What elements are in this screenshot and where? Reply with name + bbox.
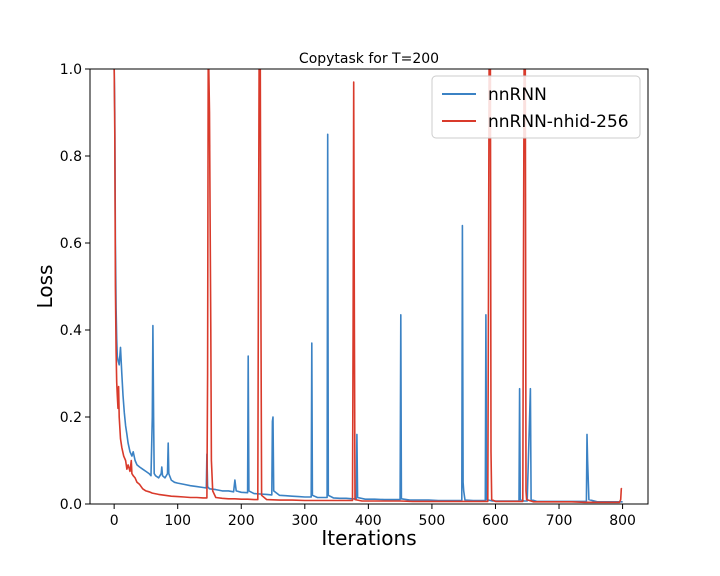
legend-label-0: nnRNN — [488, 85, 547, 105]
legend: nnRNN nnRNN-nhid-256 — [431, 75, 641, 139]
y-tick-label: 1.0 — [60, 62, 82, 78]
x-tick-label: 800 — [609, 513, 636, 529]
y-axis-title: Loss — [33, 265, 57, 309]
x-axis: 0 100 200 300 400 500 600 700 800 — [110, 504, 636, 529]
x-tick-label: 100 — [164, 513, 191, 529]
legend-box — [431, 75, 641, 139]
y-tick-label: 0.8 — [60, 149, 82, 165]
x-tick-label: 300 — [291, 513, 318, 529]
series-layer — [113, 69, 623, 504]
y-tick-label: 0.2 — [60, 410, 82, 426]
x-tick-label: 200 — [228, 513, 255, 529]
chart-title: Copytask for T=200 — [299, 51, 439, 67]
y-tick-label: 0.6 — [60, 236, 82, 252]
x-tick-label: 700 — [546, 513, 573, 529]
x-tick-label: 400 — [355, 513, 382, 529]
x-tick-label: 500 — [419, 513, 446, 529]
x-tick-label: 600 — [482, 513, 509, 529]
x-tick-label: 0 — [110, 513, 119, 529]
y-tick-label: 0.0 — [60, 497, 82, 513]
series-line-1 — [113, 69, 623, 504]
legend-label-1: nnRNN-nhid-256 — [488, 112, 629, 132]
plot-frame — [89, 68, 649, 505]
y-tick-label: 0.4 — [60, 323, 82, 339]
x-axis-title: Iterations — [321, 526, 416, 550]
y-axis: 0.0 0.2 0.4 0.6 0.8 1.0 — [60, 62, 90, 513]
